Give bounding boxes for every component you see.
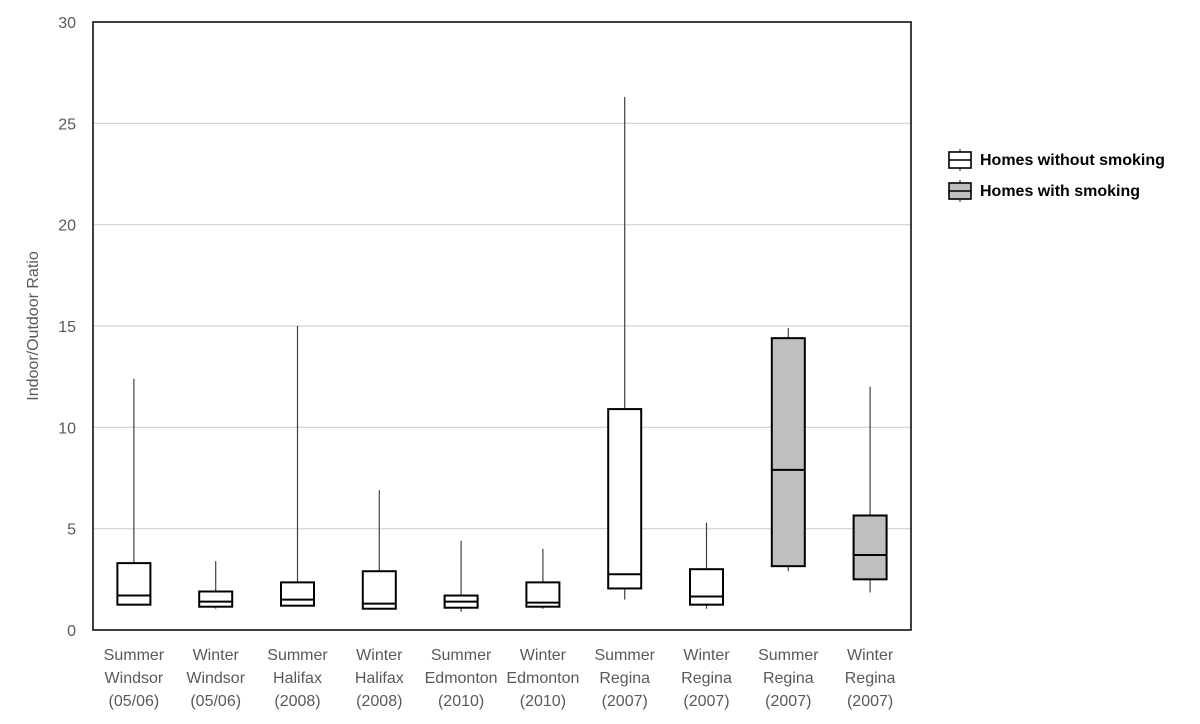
x-category-label-line: (2007) <box>847 693 893 710</box>
x-category-label-line: (05/06) <box>109 693 160 710</box>
x-category-label-line: Summer <box>267 647 328 664</box>
box-0-6 <box>607 96 643 600</box>
x-category-label: Winter Regina (2007) <box>681 647 732 710</box>
box-body <box>607 408 643 590</box>
x-category-label: Winter Regina (2007) <box>845 647 896 710</box>
x-category-label-line: Winter <box>683 647 730 664</box>
box-body <box>280 581 315 607</box>
x-category-label-line: Regina <box>681 670 732 687</box>
x-category-label: Summer Edmonton (2010) <box>425 647 498 710</box>
x-category-label-line: Winter <box>193 647 240 664</box>
box-body <box>770 337 806 568</box>
box-0-7 <box>689 522 724 609</box>
x-category-label-line: Summer <box>431 647 492 664</box>
box-0-0 <box>116 378 152 606</box>
box-0-1 <box>198 561 234 609</box>
x-category-label-line: Regina <box>763 670 814 687</box>
plot-area-frame <box>92 21 912 631</box>
x-category-label-line: (2008) <box>356 693 402 710</box>
box-body <box>198 590 234 608</box>
legend-label: Homes without smoking <box>980 152 1165 169</box>
box-body <box>116 562 152 606</box>
x-category-label: Winter Halifax (2008) <box>355 647 404 710</box>
x-category-label-line: Halifax <box>273 670 322 687</box>
y-tick-label-5: 5 <box>67 522 76 539</box>
x-category-label-line: Edmonton <box>425 670 498 687</box>
y-tick-label-15: 15 <box>58 319 76 336</box>
x-category-label-line: (2007) <box>602 693 648 710</box>
box-1-9 <box>852 386 888 593</box>
x-category-label-line: Windsor <box>186 670 245 687</box>
x-category-label-line: (2010) <box>438 693 484 710</box>
legend-entry-0: Homes without smoking <box>948 149 1165 171</box>
x-category-label-line: Summer <box>758 647 819 664</box>
x-category-label: Summer Halifax (2008) <box>267 647 328 710</box>
x-category-label-line: (2007) <box>765 693 811 710</box>
box-0-5 <box>525 548 561 609</box>
x-category-label-line: Winter <box>847 647 894 664</box>
box-body <box>852 514 888 581</box>
box-0-2 <box>280 326 315 607</box>
x-category-label: Winter Edmonton (2010) <box>506 647 579 710</box>
box-0-4 <box>443 540 479 612</box>
x-category-label: Summer Windsor (05/06) <box>104 647 165 710</box>
x-category-label-line: (2008) <box>274 693 320 710</box>
y-tick-label-30: 30 <box>58 15 76 32</box>
y-tick-label-20: 20 <box>58 218 76 235</box>
x-category-label: Summer Regina (2007) <box>594 647 655 710</box>
x-category-label-line: Regina <box>599 670 650 687</box>
x-category-label-line: Summer <box>594 647 655 664</box>
legend: Homes without smoking Homes with smoking <box>948 149 1165 202</box>
y-tick-label-10: 10 <box>58 420 76 437</box>
x-category-label-line: Windsor <box>105 670 164 687</box>
x-category-label-line: Winter <box>356 647 403 664</box>
x-category-label-line: (2007) <box>683 693 729 710</box>
legend-entry-1: Homes with smoking <box>948 180 1140 202</box>
x-category-label-line: Winter <box>520 647 567 664</box>
x-category-label-line: Edmonton <box>506 670 579 687</box>
x-axis-category-labels: Summer Windsor (05/06) Winter Windsor (05/06)… <box>104 647 896 710</box>
boxes <box>116 96 888 612</box>
y-tick-label-0: 0 <box>67 623 76 640</box>
x-category-label: Winter Windsor (05/06) <box>186 647 245 710</box>
x-category-label-line: Regina <box>845 670 896 687</box>
x-category-label-line: (2010) <box>520 693 566 710</box>
y-axis-title: Indoor/Outdoor Ratio <box>25 251 42 401</box>
x-category-label: Summer Regina (2007) <box>758 647 819 710</box>
box-0-3 <box>361 490 397 610</box>
y-axis-tick-labels: 0 5 10 15 20 25 30 <box>58 15 76 640</box>
y-tick-label-25: 25 <box>58 116 76 133</box>
legend-label: Homes with smoking <box>980 183 1140 200</box>
box-body <box>361 570 397 610</box>
x-category-label-line: (05/06) <box>190 693 241 710</box>
box-body <box>689 568 724 606</box>
box-1-8 <box>770 328 806 572</box>
x-category-label-line: Halifax <box>355 670 404 687</box>
x-category-label-line: Summer <box>104 647 165 664</box>
